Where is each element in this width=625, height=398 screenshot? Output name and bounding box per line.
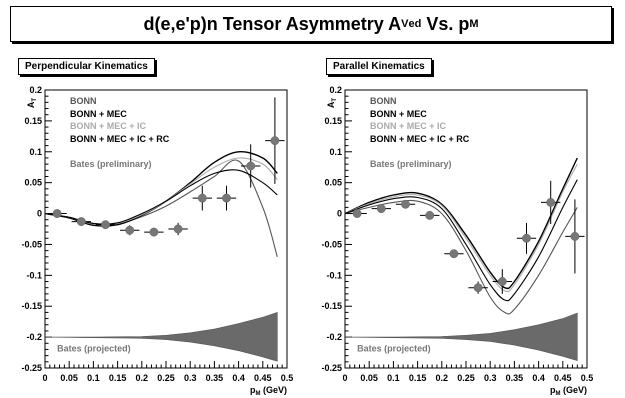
legend-entry: BONN [70,96,97,106]
projected-band [344,312,578,362]
y-tick-label: -0.1 [26,270,42,280]
theory-curve [44,169,278,225]
legend-entry: BONN + MEC [370,109,427,119]
x-tick-label: 0.2 [436,373,449,383]
panel-label-parallel: Parallel Kinematics [326,58,432,75]
data-point [352,209,362,219]
x-tick-label: 0.3 [184,373,197,383]
x-tick-label: 0.3 [484,373,497,383]
x-axis-label: pM (GeV) [550,385,587,397]
x-tick-label: 0.15 [409,373,427,383]
legend-entry: Bates (preliminary) [70,159,152,169]
y-tick-label: 0.15 [324,116,342,126]
x-tick-label: 0.15 [109,373,127,383]
title-subscript: ed [408,18,422,30]
data-point [570,231,580,241]
projected-band-label: Bates (projected) [357,343,431,353]
y-tick-label: 0.05 [24,178,42,188]
x-axis-label: pM (GeV) [250,385,287,397]
data-point [197,193,207,203]
y-tick-label: -0.05 [321,239,342,249]
data-point [101,220,110,230]
x-tick-label: 0.1 [387,373,400,383]
x-tick-label: 0.1 [87,373,100,383]
plot-panel-1: 0 0.05 0.1 0.15 0.2 0.25 0.3 0.35 0.4 0.45 0.5 0.2 0… [321,85,593,397]
x-tick-label: 0 [42,373,47,383]
data-point [246,161,256,171]
legend-entry: BONN + MEC + IC [370,121,447,131]
panel-label-perpendicular: Perpendicular Kinematics [18,58,155,75]
data-point [149,227,159,237]
title-superscript: V [401,18,409,30]
y-tick-label: -0.05 [21,239,42,249]
legend-entry: BONN + MEC + IC + RC [70,134,170,144]
x-tick-label: 0.4 [532,373,545,383]
data-point [449,249,459,259]
theory-curve [44,159,278,257]
data-point [546,197,556,207]
data-point [522,233,531,243]
y-tick-label: 0 [37,209,42,219]
x-tick-label: 0 [342,373,347,383]
data-point [270,136,280,146]
x-tick-label: 0.45 [554,373,572,383]
y-tick-label: -0.15 [321,301,342,311]
y-axis-label: AT [326,98,338,109]
y-tick-label: 0.05 [324,178,342,188]
y-tick-label: 0.2 [29,85,42,95]
title-prefix: d(e,e'p)n Tensor Asymmetry A [143,13,402,34]
data-point [173,224,183,234]
x-tick-label: 0.05 [360,373,378,383]
projected-band-label: Bates (projected) [57,343,131,353]
data-point [125,225,135,235]
y-tick-label: 0.15 [24,116,42,126]
x-tick-label: 0.5 [281,373,294,383]
legend-entry: BONN + MEC + IC + RC [370,134,470,144]
legend-entry: BONN + MEC [70,109,127,119]
legend-entry: BONN + MEC + IC [70,121,147,131]
y-tick-label: -0.1 [326,270,342,280]
plot-panel-0: 0 0.05 0.1 0.15 0.2 0.25 0.3 0.35 0.4 0.45 0.5 0.2 0… [21,85,293,397]
data-point [376,204,386,214]
data-point [425,210,435,220]
data-point [497,277,507,286]
theory-curve [344,179,578,302]
projected-band [44,311,278,362]
y-tick-label: -0.25 [21,363,42,373]
y-tick-label: 0.1 [29,147,42,157]
y-tick-label: -0.2 [326,332,342,342]
x-tick-label: 0.25 [157,373,175,383]
x-tick-label: 0.25 [457,373,475,383]
x-tick-label: 0.5 [581,373,594,383]
y-tick-label: -0.25 [321,363,342,373]
x-tick-label: 0.35 [206,373,224,383]
x-tick-label: 0.35 [506,373,524,383]
x-tick-label: 0.4 [232,373,245,383]
theory-curve [344,199,578,315]
y-tick-label: 0.2 [329,85,342,95]
theory-curve [344,157,578,290]
title-subscript-2: M [469,18,479,30]
legend-entry: BONN [370,96,397,106]
x-tick-label: 0.05 [60,373,78,383]
y-axis-label: AT [26,98,38,109]
legend-entry: Bates (preliminary) [370,159,452,169]
x-tick-label: 0.45 [254,373,272,383]
data-point [52,209,62,219]
x-tick-label: 0.2 [136,373,149,383]
data-point [401,199,410,209]
data-point [473,283,483,293]
theory-curve [344,163,578,293]
y-tick-label: 0 [337,209,342,219]
data-point [76,217,86,227]
data-point [222,193,231,203]
y-tick-label: -0.2 [26,332,42,342]
title-middle: Vs. p [421,13,470,34]
y-tick-label: -0.15 [21,301,42,311]
y-tick-label: 0.1 [329,147,342,157]
